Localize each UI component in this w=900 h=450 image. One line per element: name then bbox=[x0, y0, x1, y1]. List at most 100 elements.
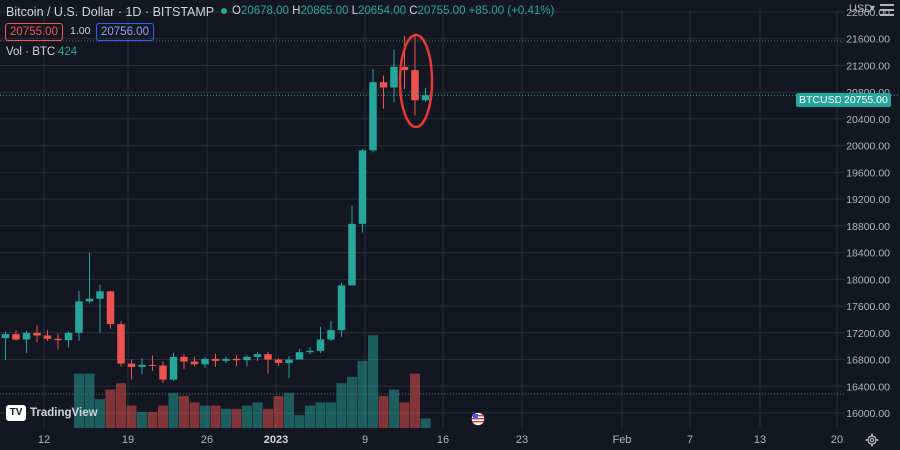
candle-body bbox=[253, 354, 262, 357]
volume-bar bbox=[95, 399, 105, 428]
low-value: 20654.00 bbox=[358, 5, 406, 17]
volume-bar bbox=[294, 415, 305, 428]
candle-body bbox=[201, 358, 209, 365]
candle[interactable] bbox=[264, 352, 272, 374]
candle[interactable] bbox=[75, 290, 83, 341]
volume-bar bbox=[399, 402, 410, 428]
volume-bar bbox=[126, 405, 137, 428]
volume-bar bbox=[263, 408, 273, 428]
buy-button[interactable]: 20756.00 bbox=[96, 23, 154, 41]
candle[interactable] bbox=[54, 333, 62, 350]
y-tick-label: 16400.00 bbox=[846, 381, 890, 393]
volume-bar bbox=[221, 408, 231, 428]
candle-body bbox=[379, 82, 388, 88]
candle-body bbox=[127, 363, 136, 367]
candle[interactable] bbox=[148, 355, 157, 371]
candle[interactable] bbox=[96, 284, 104, 333]
sell-button[interactable]: 20755.00 bbox=[5, 23, 63, 41]
candle-body bbox=[190, 361, 199, 365]
candle[interactable] bbox=[274, 358, 283, 367]
candle[interactable] bbox=[253, 352, 262, 361]
candle[interactable] bbox=[12, 330, 20, 341]
candle[interactable] bbox=[1, 331, 10, 361]
volume-label[interactable]: Vol · BTC bbox=[6, 46, 56, 58]
candle[interactable] bbox=[400, 36, 409, 89]
candle[interactable] bbox=[138, 358, 146, 375]
volume-bar bbox=[189, 402, 200, 428]
open-value: 20678.00 bbox=[240, 5, 289, 17]
y-tick-label: 20400.00 bbox=[846, 114, 890, 126]
volume-bar bbox=[410, 373, 420, 428]
volume-bar bbox=[242, 405, 252, 428]
candle[interactable] bbox=[22, 330, 31, 353]
candle-body bbox=[211, 358, 220, 361]
volume-bar bbox=[116, 383, 126, 428]
volume-bar bbox=[305, 405, 315, 428]
volume-bar bbox=[231, 408, 242, 428]
candle[interactable] bbox=[337, 282, 346, 337]
candle[interactable] bbox=[64, 331, 73, 348]
candle[interactable] bbox=[306, 346, 314, 355]
candle-body bbox=[159, 365, 167, 380]
candle[interactable] bbox=[411, 35, 419, 116]
symbol-title[interactable]: Bitcoin / U.S. Dollar · 1D · BITSTAMP bbox=[6, 5, 215, 19]
us-flag-icon[interactable] bbox=[471, 412, 485, 426]
candle[interactable] bbox=[33, 325, 41, 343]
volume-bar bbox=[105, 389, 116, 428]
gear-icon[interactable] bbox=[865, 433, 879, 447]
x-tick-label: 13 bbox=[754, 434, 766, 446]
candle-body bbox=[295, 352, 304, 360]
candle[interactable] bbox=[106, 290, 115, 329]
candle[interactable] bbox=[159, 361, 167, 383]
y-tick-label: 17200.00 bbox=[846, 328, 890, 340]
candle-body bbox=[348, 223, 356, 286]
candle[interactable] bbox=[201, 357, 209, 368]
candle[interactable] bbox=[316, 326, 325, 353]
x-tick-label: 26 bbox=[201, 434, 213, 446]
y-tick-label: 20000.00 bbox=[846, 141, 890, 153]
candle[interactable] bbox=[285, 356, 293, 379]
volume-bar bbox=[357, 360, 368, 428]
x-tick-label: Feb bbox=[613, 434, 632, 446]
annotation-ellipse[interactable] bbox=[398, 33, 434, 129]
volume-bar bbox=[347, 376, 357, 428]
candle-body bbox=[96, 291, 104, 299]
candle[interactable] bbox=[243, 355, 251, 367]
candle[interactable] bbox=[348, 205, 356, 286]
chevron-down-icon[interactable]: ▾ bbox=[870, 3, 876, 14]
candle-body bbox=[390, 66, 398, 88]
volume-bar bbox=[137, 412, 147, 428]
candle[interactable] bbox=[369, 68, 377, 153]
candle[interactable] bbox=[390, 49, 398, 103]
menu-icon[interactable] bbox=[880, 4, 894, 16]
candle-body bbox=[222, 358, 230, 361]
x-tick-label: 9 bbox=[362, 434, 368, 446]
currency-selector[interactable]: USD bbox=[849, 3, 873, 15]
candle[interactable] bbox=[127, 359, 136, 380]
open-label: O bbox=[232, 5, 241, 17]
candle[interactable] bbox=[379, 75, 388, 109]
candle[interactable] bbox=[43, 330, 52, 341]
candle[interactable] bbox=[169, 352, 178, 381]
candle[interactable] bbox=[327, 320, 335, 341]
candle[interactable] bbox=[358, 149, 367, 233]
volume-value: 424 bbox=[58, 46, 78, 58]
volume-bar bbox=[378, 396, 389, 428]
candle[interactable] bbox=[211, 353, 220, 367]
candle[interactable] bbox=[180, 354, 188, 369]
close-value: 20755.00 bbox=[417, 5, 466, 17]
candle[interactable] bbox=[85, 252, 94, 304]
candle-body bbox=[264, 354, 272, 360]
change-value: +85.00 (+0.41%) bbox=[468, 5, 555, 17]
candle[interactable] bbox=[222, 356, 230, 363]
lot-size[interactable]: 1.00 bbox=[70, 25, 91, 37]
y-tick-label: 18400.00 bbox=[846, 248, 890, 260]
candle[interactable] bbox=[295, 348, 304, 360]
candle[interactable] bbox=[190, 356, 199, 367]
candle[interactable] bbox=[117, 321, 125, 367]
candle[interactable] bbox=[421, 87, 430, 102]
candle[interactable] bbox=[232, 354, 241, 367]
current-price-tag: 20755.00 bbox=[841, 93, 891, 107]
volume-bar bbox=[326, 402, 336, 428]
